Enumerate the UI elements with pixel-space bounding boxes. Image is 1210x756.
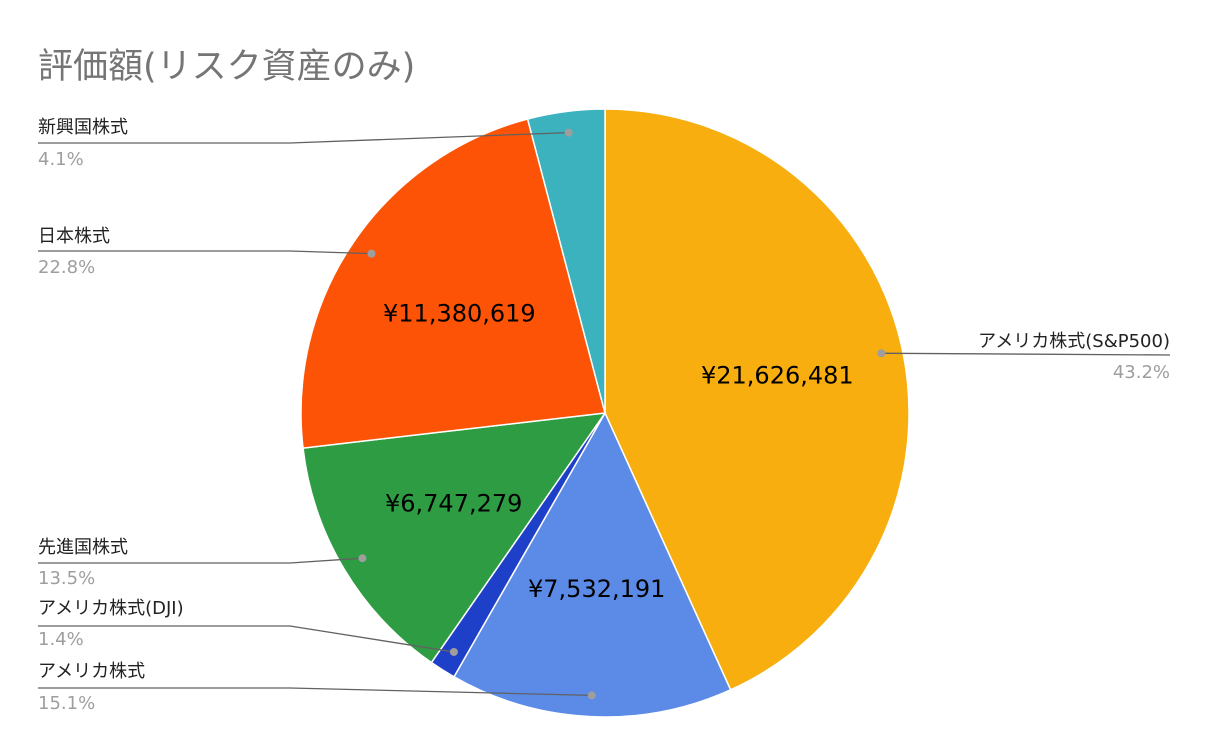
leader-dot-5	[564, 128, 573, 137]
leader-line-4	[38, 250, 372, 255]
slice-value-label-0: ¥21,626,481	[701, 362, 854, 390]
leader-line-2	[38, 625, 454, 653]
legend-percent-2: 1.4%	[38, 629, 84, 650]
legend-percent-5: 4.1%	[38, 149, 84, 170]
pie-legend: アメリカ株式(S&P500) 43.2% アメリカ株式 15.1% アメリカ株式(DJI…	[38, 117, 1171, 714]
leader-line-3	[38, 557, 363, 564]
legend-label-5: 新興国株式	[38, 117, 128, 138]
pie-slice-1	[452, 411, 732, 718]
pie-slice-4	[300, 118, 606, 449]
legend-label-4: 日本株式	[38, 226, 110, 247]
leader-line-0	[881, 352, 1171, 356]
leader-dot-2	[449, 647, 458, 656]
leader-dot-3	[358, 554, 367, 563]
legend-label-1: アメリカ株式	[38, 661, 145, 682]
slice-value-label-3: ¥6,747,279	[385, 490, 522, 518]
legend-label-0: アメリカ株式(S&P500)	[978, 331, 1170, 352]
legend-percent-3: 13.5%	[38, 568, 95, 589]
leader-line-1	[38, 687, 592, 697]
chart-title: 評価額(リスク資産のみ)	[38, 47, 415, 87]
legend-percent-0: 43.2%	[1113, 362, 1170, 383]
slice-value-label-1: ¥7,532,191	[528, 575, 665, 603]
legend-label-2: アメリカ株式(DJI)	[38, 598, 184, 619]
leader-dot-4	[367, 249, 376, 258]
pie-slice-3	[302, 412, 607, 664]
legend-percent-4: 22.8%	[38, 257, 95, 278]
legend-percent-1: 15.1%	[38, 693, 95, 714]
leader-dot-1	[587, 691, 596, 700]
pie-slice-5	[526, 108, 606, 414]
pie-slice-0	[604, 108, 910, 691]
leader-line-5	[38, 131, 569, 144]
legend-label-3: 先進国株式	[38, 537, 128, 558]
pie-slices	[300, 108, 910, 718]
slice-value-label-4: ¥11,380,619	[383, 300, 536, 328]
leader-dot-0	[877, 349, 886, 358]
slice-value-labels: ¥21,626,481 ¥7,532,191 ¥6,747,279 ¥11,380,6…	[383, 300, 854, 604]
